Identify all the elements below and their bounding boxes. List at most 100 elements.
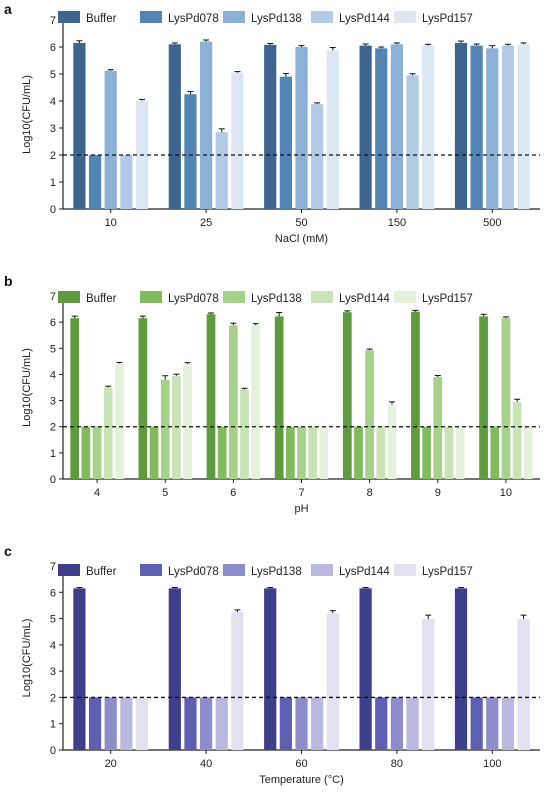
y-tick-label: 5	[50, 614, 56, 626]
bar-lyspd157-150	[422, 45, 435, 210]
bar-lyspd157-9	[455, 426, 465, 479]
bar-lyspd078-10	[490, 426, 500, 479]
legend-label-lyspd138: LysPd138	[251, 13, 302, 25]
bar-lyspd138-50	[295, 47, 308, 209]
bar-buffer-25	[168, 44, 181, 209]
legend-swatch-lyspd157	[394, 291, 416, 303]
bar-lyspd144-8	[376, 426, 386, 479]
bar-lyspd157-7	[319, 426, 329, 479]
bar-lyspd078-50	[279, 76, 292, 209]
y-tick-label: 1	[50, 719, 56, 731]
bar-lyspd138-8	[365, 350, 375, 479]
bar-lyspd144-100	[501, 697, 515, 750]
y-tick-label: 6	[50, 42, 56, 54]
bar-buffer-6	[206, 314, 216, 479]
y-tick-label: 0	[50, 474, 56, 486]
x-axis-label: Temperature (°C)	[259, 774, 343, 786]
y-tick-label: 1	[50, 177, 56, 189]
legend-label-lyspd157: LysPd157	[422, 566, 473, 578]
legend-label-lyspd138: LysPd138	[251, 566, 302, 578]
legend-label-lyspd078: LysPd078	[168, 566, 219, 578]
legend-label-lyspd138: LysPd138	[251, 293, 302, 305]
x-tick-label: 5	[162, 487, 168, 499]
bar-lyspd078-80	[375, 697, 388, 750]
legend-swatch-lyspd157	[394, 11, 416, 23]
bar-lyspd138-9	[433, 377, 443, 479]
panel-a: a 0 1 2 3 4 5 6 7 Log10(CFU/mL) 10 25 50 150 500 NaCl (…	[4, 1, 540, 245]
bar-lyspd138-40	[199, 697, 213, 750]
bar-lyspd144-60	[311, 697, 324, 750]
bar-lyspd144-50	[311, 104, 324, 209]
legend-swatch-lyspd078	[140, 291, 162, 303]
bar-lyspd138-20	[104, 697, 117, 750]
x-tick-label: 150	[388, 217, 406, 229]
bar-lyspd078-100	[470, 697, 483, 750]
y-axis-label: Log10(CFU/mL)	[21, 348, 33, 427]
bar-lyspd078-7	[285, 426, 295, 479]
legend-swatch-lyspd144	[311, 564, 333, 576]
bar-buffer-7	[274, 316, 284, 479]
panel-b: b 0 1 2 3 4 5 6 7 Log10(CFU/mL) 4 5 6 7 8 9 10 pH Buffer Ly…	[4, 273, 540, 515]
bar-lyspd157-6	[251, 325, 261, 479]
bar-buffer-10	[479, 316, 488, 479]
legend-swatch-lyspd144	[311, 291, 333, 303]
x-tick-label: 7	[298, 487, 304, 499]
y-tick-label: 2	[50, 422, 56, 434]
bar-lyspd157-4	[115, 363, 124, 479]
bar-lyspd144-10	[512, 401, 522, 479]
legend-label-buffer: Buffer	[86, 13, 117, 25]
y-tick-label: 6	[50, 317, 56, 329]
y-tick-label: 4	[50, 369, 56, 381]
bar-lyspd138-60	[295, 697, 308, 750]
y-tick-label: 5	[50, 343, 56, 355]
x-tick-label: 10	[105, 217, 117, 229]
bar-buffer-500	[454, 42, 468, 210]
legend-label-buffer: Buffer	[86, 566, 117, 578]
legend-label-lyspd078: LysPd078	[168, 13, 219, 25]
bar-lyspd078-20	[88, 697, 102, 750]
bar-buffer-10	[73, 42, 86, 210]
bar-lyspd078-6	[217, 426, 227, 479]
bar-lyspd157-5	[183, 363, 192, 479]
bar-lyspd078-40	[184, 697, 197, 750]
legend-swatch-lyspd078	[140, 11, 162, 23]
legend-swatch-lyspd078	[140, 564, 162, 576]
bar-buffer-80	[359, 588, 372, 750]
bar-lyspd157-40	[231, 612, 244, 750]
x-tick-label: 4	[94, 487, 100, 499]
bar-lyspd138-5	[160, 379, 170, 479]
legend-swatch-lyspd144	[311, 11, 333, 23]
bar-lyspd138-100	[486, 697, 499, 750]
y-tick-label: 7	[50, 291, 56, 303]
legend-label-buffer: Buffer	[86, 293, 117, 305]
bar-buffer-4	[70, 318, 80, 479]
x-tick-label: 6	[230, 487, 236, 499]
bar-lyspd138-25	[199, 41, 213, 209]
bar-lyspd157-100	[517, 619, 530, 750]
bar-buffer-9	[411, 311, 420, 479]
y-tick-label: 7	[50, 15, 56, 27]
bar-lyspd078-500	[470, 45, 483, 210]
bar-lyspd157-8	[387, 404, 397, 479]
bar-lyspd138-4	[92, 426, 102, 479]
y-tick-label: 2	[50, 150, 56, 162]
y-tick-label: 3	[50, 123, 56, 135]
bar-buffer-150	[359, 45, 372, 210]
panel-letter: b	[4, 273, 13, 289]
x-axis-label: pH	[294, 503, 308, 515]
bar-lyspd157-10	[523, 426, 533, 479]
bar-lyspd157-80	[422, 619, 435, 750]
bar-lyspd138-500	[486, 48, 499, 209]
legend-swatch-lyspd157	[394, 564, 416, 576]
legend-label-lyspd144: LysPd144	[339, 13, 390, 25]
y-tick-label: 6	[50, 587, 56, 599]
x-tick-label: 100	[483, 758, 501, 770]
legend-label-lyspd157: LysPd157	[422, 293, 473, 305]
x-tick-label: 80	[391, 758, 403, 770]
bar-lyspd144-6	[240, 389, 249, 479]
bar-lyspd078-25	[184, 94, 197, 209]
y-tick-label: 7	[50, 561, 56, 573]
bar-lyspd138-6	[228, 325, 238, 479]
x-tick-label: 10	[500, 487, 512, 499]
bar-lyspd144-500	[501, 45, 515, 210]
